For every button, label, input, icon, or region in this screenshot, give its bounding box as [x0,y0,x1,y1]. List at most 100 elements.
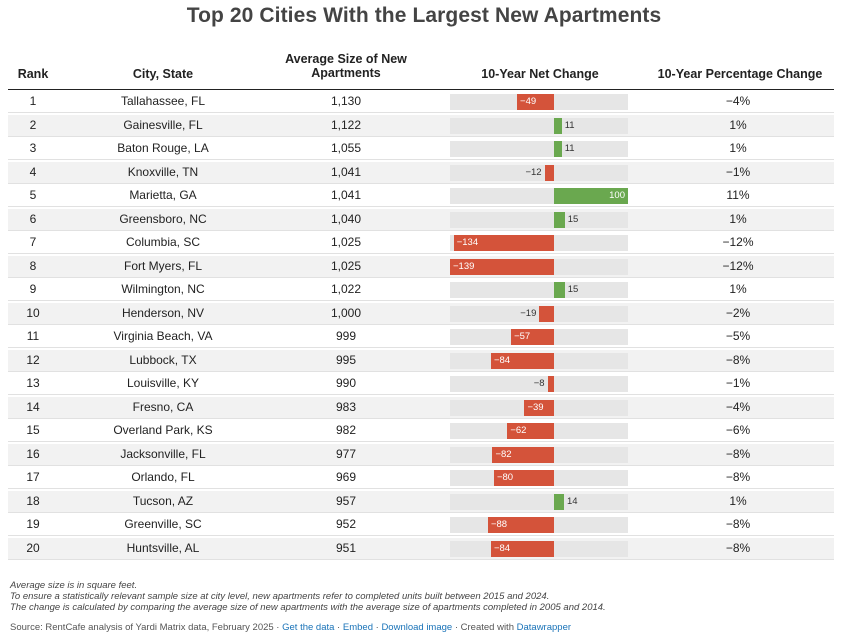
bar-value-label: −62 [510,425,527,436]
size-cell: 969 [335,470,357,484]
city-cell: Overland Park, KS [113,423,213,437]
header-size: Average Size of New Apartments [285,52,407,80]
net-change-bar [553,117,562,134]
table-row: 2 Gainesville, FL 1,122 11 1% [8,114,834,137]
chart-title: Top 20 Cities With the Largest New Apart… [186,4,662,27]
pct-change-cell: −4% [725,399,751,414]
bar-value-label: −88 [490,519,508,530]
table-row: 18 Tucson, AZ 957 14 1% [8,490,834,513]
table-row: 13 Louisville, KY 990 −8 −1% [8,373,834,395]
bar-track [450,305,628,322]
bar-track [450,117,628,134]
bar-value-label: −80 [496,472,514,483]
bar-value-label: 15 [567,213,579,225]
net-change-bar [511,329,554,345]
bar-value-label: −39 [527,401,544,413]
rank-cell: 4 [29,164,37,179]
rank-cell: 15 [26,423,40,437]
rank-cell: 7 [29,235,37,249]
table-row: 14 Fresno, CA 983 −39 −4% [8,396,834,419]
embed-link[interactable]: Embed [342,622,373,633]
rank-cell: 17 [26,470,40,484]
bar-track [450,493,628,510]
pct-change-cell: −1% [725,164,751,179]
size-cell: 957 [335,493,357,508]
bar-value-label: −57 [514,331,531,342]
city-cell: Henderson, NV [121,305,205,320]
rank-cell: 5 [29,188,37,202]
size-cell: 1,022 [330,282,362,296]
bar-value-label: −84 [493,354,511,366]
table-row: 12 Lubbock, TX 995 −84 −8% [8,349,834,372]
size-cell: 1,055 [330,141,362,155]
size-cell: 1,130 [330,94,362,108]
pct-change-cell: −8% [725,540,751,555]
city-cell: Baton Rouge, LA [117,141,209,155]
get-data-link[interactable]: Get the data [282,622,335,633]
rank-cell: 12 [26,352,40,367]
rank-cell: 10 [26,305,40,320]
table-row: 6 Greensboro, NC 1,040 15 1% [8,208,834,231]
footnotes: Average size is in square feet. To ensur… [10,580,840,613]
source-separator: · [372,622,382,633]
pct-change-cell: −12% [722,258,754,273]
source-line: Source: RentCafe analysis of Yardi Matri… [10,622,571,633]
size-cell: 1,041 [330,188,362,202]
table-row: 1 Tallahassee, FL 1,130 −49 −4% [8,91,834,113]
city-cell: Fresno, CA [132,399,194,414]
net-change-bar [539,305,554,322]
pct-change-cell: 1% [729,493,747,508]
size-cell: 951 [335,540,357,555]
net-change-bar [493,470,554,486]
size-cell: 1,000 [330,305,362,320]
pct-change-cell: 11% [726,188,750,202]
bar-track [450,211,628,228]
pct-change-cell: 1% [729,117,747,132]
city-cell: Tucson, AZ [132,493,194,508]
rank-cell: 13 [26,376,40,390]
size-cell: 1,025 [330,235,362,249]
header-pct-change: 10-Year Percentage Change [657,67,823,81]
net-change-bar [553,211,565,228]
net-change-bar [453,235,554,251]
city-cell: Tallahassee, FL [120,94,206,108]
table-row: 5 Marietta, GA 1,041 100 11% [8,185,834,207]
table-row: 20 Huntsville, AL 951 −84 −8% [8,537,834,560]
rank-cell: 6 [29,211,37,226]
bar-value-label: −82 [495,448,512,460]
city-cell: Virginia Beach, VA [113,329,213,343]
bar-value-label: 15 [567,284,579,295]
net-change-bar [450,258,554,275]
table-row: 17 Orlando, FL 969 −80 −8% [8,467,834,489]
header-city: City, State [132,67,194,81]
bar-track [450,282,628,298]
source-separator: · Created with [452,622,517,633]
table-row: 9 Wilmington, NC 1,022 15 1% [8,279,834,301]
bar-value-label: −134 [456,237,479,248]
size-cell: 977 [335,446,357,461]
table-row: 16 Jacksonville, FL 977 −82 −8% [8,443,834,466]
rank-cell: 20 [26,540,40,555]
download-image-link[interactable]: Download image [381,622,453,633]
table-row: 10 Henderson, NV 1,000 −19 −2% [8,302,834,325]
bar-value-label: −49 [520,96,537,107]
net-change-bar [553,493,564,510]
bar-track [450,164,628,181]
city-cell: Orlando, FL [131,470,195,484]
bar-value-label: 11 [564,143,575,154]
city-cell: Wilmington, NC [121,282,205,296]
pct-change-cell: 1% [729,211,747,226]
datawrapper-link[interactable]: Datawrapper [516,622,572,633]
table-row: 3 Baton Rouge, LA 1,055 11 1% [8,138,834,160]
table-row: 11 Virginia Beach, VA 999 −57 −5% [8,326,834,348]
rank-cell: 9 [29,282,37,296]
city-cell: Gainesville, FL [123,117,203,132]
pct-change-cell: −5% [725,329,751,343]
header-rule [8,89,834,90]
city-cell: Greenville, SC [124,517,202,531]
net-change-bar [492,446,554,463]
size-cell: 1,025 [330,258,362,273]
bar-track [450,141,628,157]
bar-value-label: −84 [493,542,511,554]
size-cell: 952 [335,517,357,531]
